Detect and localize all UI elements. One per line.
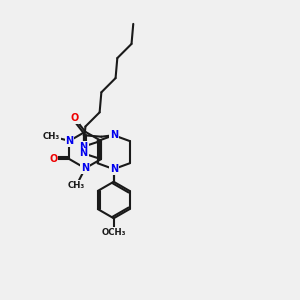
Text: N: N bbox=[81, 163, 89, 173]
Text: CH₃: CH₃ bbox=[43, 132, 60, 141]
Text: N: N bbox=[65, 136, 74, 146]
Text: O: O bbox=[49, 154, 57, 164]
Text: N: N bbox=[80, 142, 88, 152]
Text: N: N bbox=[110, 164, 118, 174]
Text: OCH₃: OCH₃ bbox=[101, 228, 126, 237]
Text: CH₃: CH₃ bbox=[68, 181, 85, 190]
Text: N: N bbox=[80, 148, 88, 158]
Text: O: O bbox=[71, 113, 79, 124]
Text: N: N bbox=[110, 130, 118, 140]
